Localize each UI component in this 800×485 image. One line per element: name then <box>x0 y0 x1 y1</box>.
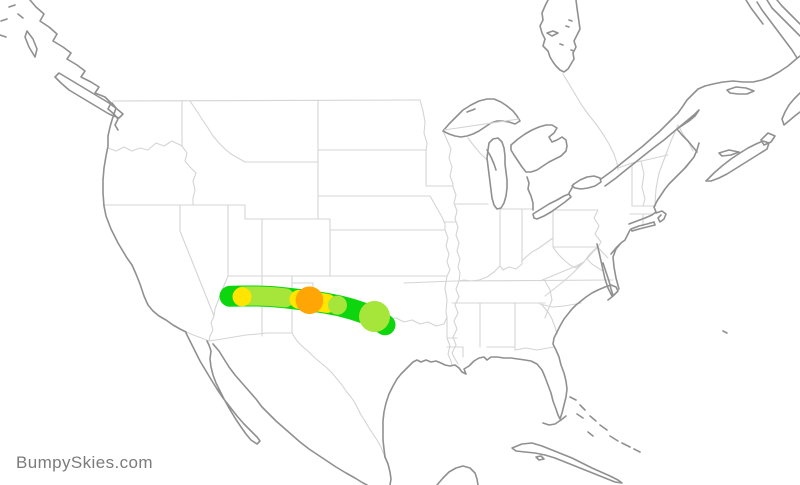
coast-bc-islands <box>0 4 38 58</box>
coast-mexico-west <box>212 343 368 485</box>
coast-new-england <box>628 142 700 225</box>
cuba <box>511 442 623 484</box>
newfoundland-west-coast <box>781 92 800 126</box>
border-through-superior <box>443 118 520 131</box>
route-segment-yellow <box>232 287 252 307</box>
green-bay <box>486 149 497 171</box>
route-layer <box>219 285 396 336</box>
nova-scotia <box>705 132 776 182</box>
lake-ontario <box>571 175 602 190</box>
st-lawrence-north-shore <box>600 55 800 180</box>
lake-border-layer <box>443 118 520 131</box>
borders-southeast <box>403 246 614 358</box>
chesapeake-delmarva <box>596 229 631 297</box>
border-us-mexico <box>185 331 386 458</box>
labrador-coast <box>745 0 800 59</box>
route-segment-orange <box>295 286 324 315</box>
great-lakes-layer <box>442 98 602 220</box>
lake-erie <box>532 193 572 220</box>
route-segment-light_green <box>328 295 347 315</box>
james-bay <box>539 0 581 73</box>
isle-royale <box>466 108 476 113</box>
borders-texas-plains <box>291 195 458 366</box>
yucatan <box>436 465 479 485</box>
borders-mississippi-midwest <box>451 137 554 365</box>
coast-mexico-gulf <box>384 456 392 485</box>
long-island <box>630 221 656 232</box>
st-lawrence-south-shore-gaspe <box>604 109 700 187</box>
watermark-text: BumpySkies.com <box>16 453 153 472</box>
coast-pacific <box>29 0 187 333</box>
route-segment-light_green <box>359 301 390 332</box>
vancouver-island <box>54 72 124 119</box>
bahamas <box>569 396 641 453</box>
detroit-st-clair <box>526 176 534 211</box>
lake-michigan <box>486 137 508 210</box>
coast-gulf-atlantic <box>382 284 619 458</box>
lake-superior <box>442 98 521 138</box>
lake-huron <box>510 124 568 173</box>
baja-california <box>185 332 261 445</box>
anticosti-island <box>726 86 755 95</box>
florida-keys <box>542 415 567 426</box>
bermuda <box>722 330 728 334</box>
puget-sound <box>111 102 119 131</box>
borders-northeast <box>552 73 694 259</box>
border-us-canada <box>112 99 421 102</box>
